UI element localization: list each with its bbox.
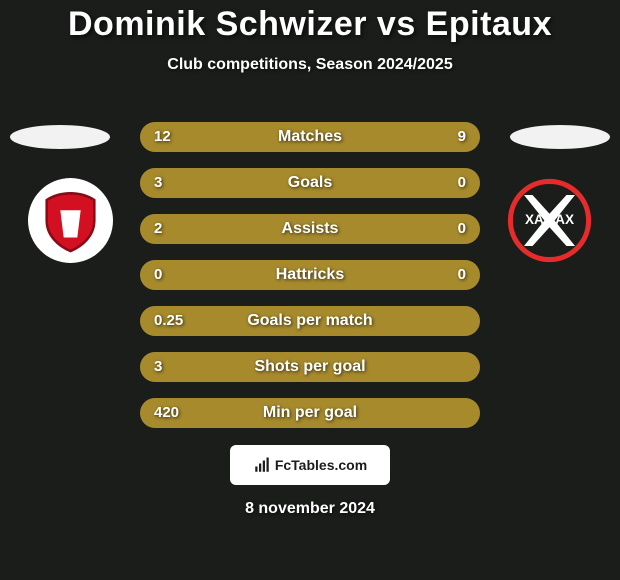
chart-icon	[253, 456, 271, 474]
stat-label: Hattricks	[140, 260, 480, 290]
stat-row: 0.25Goals per match	[140, 306, 480, 336]
stat-row: 129Matches	[140, 122, 480, 152]
brand-box: FcTables.com	[230, 445, 390, 485]
stat-label: Assists	[140, 214, 480, 244]
stat-row: 420Min per goal	[140, 398, 480, 428]
stat-row: 3Shots per goal	[140, 352, 480, 382]
stats-list: 129Matches 30Goals 20Assists 00Hattricks 0.2…	[140, 122, 480, 444]
comparison-card: Dominik Schwizer vs Epitaux Club competi…	[0, 0, 620, 580]
right-player-ellipse	[510, 125, 610, 149]
left-club-badge	[28, 178, 113, 263]
subtitle: Club competitions, Season 2024/2025	[0, 56, 620, 74]
stat-label: Goals per match	[140, 306, 480, 336]
stat-label: Shots per goal	[140, 352, 480, 382]
brand-text: FcTables.com	[275, 457, 367, 473]
left-player-ellipse	[10, 125, 110, 149]
stat-row: 20Assists	[140, 214, 480, 244]
right-club-badge: XAMAX	[507, 178, 592, 263]
stat-label: Goals	[140, 168, 480, 198]
svg-text:XAMAX: XAMAX	[525, 212, 574, 227]
title: Dominik Schwizer vs Epitaux	[0, 5, 620, 44]
date: 8 november 2024	[0, 500, 620, 518]
stat-row: 30Goals	[140, 168, 480, 198]
stat-label: Matches	[140, 122, 480, 152]
stat-label: Min per goal	[140, 398, 480, 428]
stat-row: 00Hattricks	[140, 260, 480, 290]
